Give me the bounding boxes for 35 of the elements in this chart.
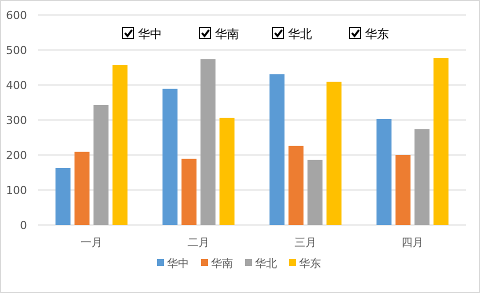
bar [56,168,70,225]
annotation: 华南 [215,27,239,41]
bar [112,65,128,225]
x-tick-label: 四月 [402,236,424,249]
bar [74,152,90,225]
y-tick-label: 600 [6,9,27,22]
y-tick-label: 400 [6,79,27,92]
legend-label: 华中 [167,257,189,270]
y-tick-label: 0 [20,219,27,232]
y-tick-label: 100 [6,184,27,197]
annotation: 华中 [138,27,162,41]
bar [396,155,410,225]
legend-label: 华东 [299,257,321,270]
legend-label: 华北 [255,257,277,270]
bar [308,160,322,225]
y-tick-label: 200 [6,149,27,162]
bar [162,88,178,225]
annotation: 华东 [365,27,389,41]
x-tick-label: 一月 [80,236,102,249]
legend-label: 华南 [211,257,233,270]
bar [414,129,430,225]
bar [376,118,392,225]
bar [200,59,216,225]
x-tick-label: 二月 [188,236,210,249]
bar [288,146,304,225]
annotation: 华北 [288,27,312,41]
y-tick-label: 300 [6,114,27,127]
bar [326,82,342,225]
bar [182,158,196,225]
bar [220,118,234,225]
y-tick-label: 500 [6,44,27,57]
bar [434,58,448,225]
x-tick-label: 三月 [294,236,316,249]
bar [270,74,284,225]
bar [94,104,108,225]
